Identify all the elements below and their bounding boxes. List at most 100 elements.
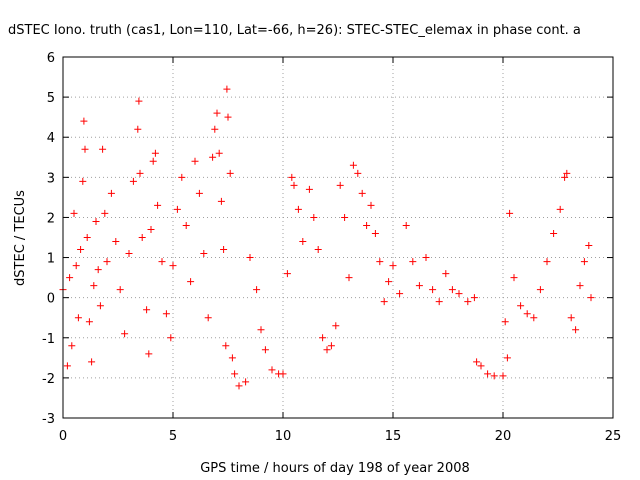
- data-point: [213, 109, 221, 117]
- data-point: [345, 274, 353, 282]
- data-point: [99, 145, 107, 153]
- data-point: [215, 149, 223, 157]
- data-point: [222, 342, 230, 350]
- data-point: [136, 169, 144, 177]
- data-point: [349, 161, 357, 169]
- data-point: [415, 282, 423, 290]
- data-point: [305, 185, 313, 193]
- data-point: [92, 217, 100, 225]
- x-tick-labels: 0 5 10 15 20 25: [59, 429, 621, 444]
- data-point: [510, 274, 518, 282]
- x-tick-label: 25: [605, 429, 622, 444]
- data-point: [242, 378, 250, 386]
- data-point: [74, 314, 82, 322]
- data-point: [294, 205, 302, 213]
- data-point: [173, 205, 181, 213]
- data-point: [396, 290, 404, 298]
- data-point: [101, 209, 109, 217]
- data-point: [336, 181, 344, 189]
- data-point: [268, 366, 276, 374]
- data-point: [72, 262, 80, 270]
- data-point: [385, 278, 393, 286]
- data-point: [253, 286, 261, 294]
- data-point: [288, 173, 296, 181]
- data-point: [149, 157, 157, 165]
- data-point: [499, 372, 507, 380]
- data-point: [409, 258, 417, 266]
- y-tick-label: 5: [47, 91, 55, 106]
- data-point: [572, 326, 580, 334]
- data-point: [162, 310, 170, 318]
- data-point: [167, 334, 175, 342]
- data-point: [587, 294, 595, 302]
- data-point: [211, 125, 219, 133]
- data-point: [501, 318, 509, 326]
- x-tick-label: 10: [275, 429, 292, 444]
- data-point: [290, 181, 298, 189]
- data-points: [59, 85, 595, 390]
- data-point: [435, 298, 443, 306]
- data-point: [77, 246, 85, 254]
- data-point: [85, 318, 93, 326]
- data-point: [79, 177, 87, 185]
- data-point: [246, 254, 254, 262]
- data-point: [223, 85, 231, 93]
- data-point: [80, 117, 88, 125]
- x-tick-label: 5: [169, 429, 177, 444]
- y-tick-label: 3: [47, 171, 55, 186]
- data-point: [455, 290, 463, 298]
- data-point: [204, 314, 212, 322]
- data-point: [319, 334, 327, 342]
- data-point: [257, 326, 265, 334]
- data-point: [224, 113, 232, 121]
- data-point: [83, 234, 91, 241]
- data-point: [182, 221, 190, 229]
- data-point: [195, 189, 203, 197]
- data-point: [442, 270, 450, 278]
- data-point: [209, 153, 217, 161]
- data-point: [429, 286, 437, 294]
- y-tick-labels: -3 -2 -1 0 1 2 3 4 5 6: [42, 51, 55, 427]
- data-point: [314, 246, 322, 254]
- data-point: [358, 189, 366, 197]
- data-point: [191, 157, 199, 165]
- data-point: [310, 213, 318, 221]
- data-point: [94, 266, 102, 274]
- y-tick-label: 0: [47, 292, 55, 307]
- data-point: [299, 238, 307, 246]
- data-point: [125, 250, 133, 258]
- data-point: [231, 370, 239, 378]
- data-point: [367, 201, 375, 209]
- y-tick-label: 6: [47, 51, 55, 66]
- data-point: [422, 254, 430, 262]
- data-point: [585, 242, 593, 250]
- data-point: [580, 258, 588, 266]
- data-point: [279, 370, 287, 378]
- data-point: [380, 298, 388, 306]
- y-tick-label: -2: [42, 372, 55, 387]
- data-point: [561, 173, 569, 181]
- y-tick-label: 1: [47, 252, 55, 267]
- data-point: [332, 322, 340, 330]
- data-point: [484, 370, 492, 378]
- data-point: [90, 282, 98, 290]
- data-point: [66, 274, 74, 282]
- data-point: [169, 262, 177, 270]
- tick-marks: [62, 56, 614, 419]
- data-point: [523, 310, 531, 318]
- data-point: [121, 330, 129, 338]
- data-point: [88, 358, 96, 366]
- data-point: [536, 286, 544, 294]
- data-point: [283, 270, 291, 278]
- data-point: [506, 209, 514, 217]
- data-point: [477, 362, 485, 370]
- data-point: [134, 125, 142, 133]
- data-point: [503, 354, 511, 362]
- data-point: [112, 238, 120, 246]
- data-point: [376, 258, 384, 266]
- data-point: [147, 225, 155, 233]
- data-point: [129, 177, 137, 185]
- data-point: [470, 294, 478, 302]
- data-point: [81, 145, 89, 153]
